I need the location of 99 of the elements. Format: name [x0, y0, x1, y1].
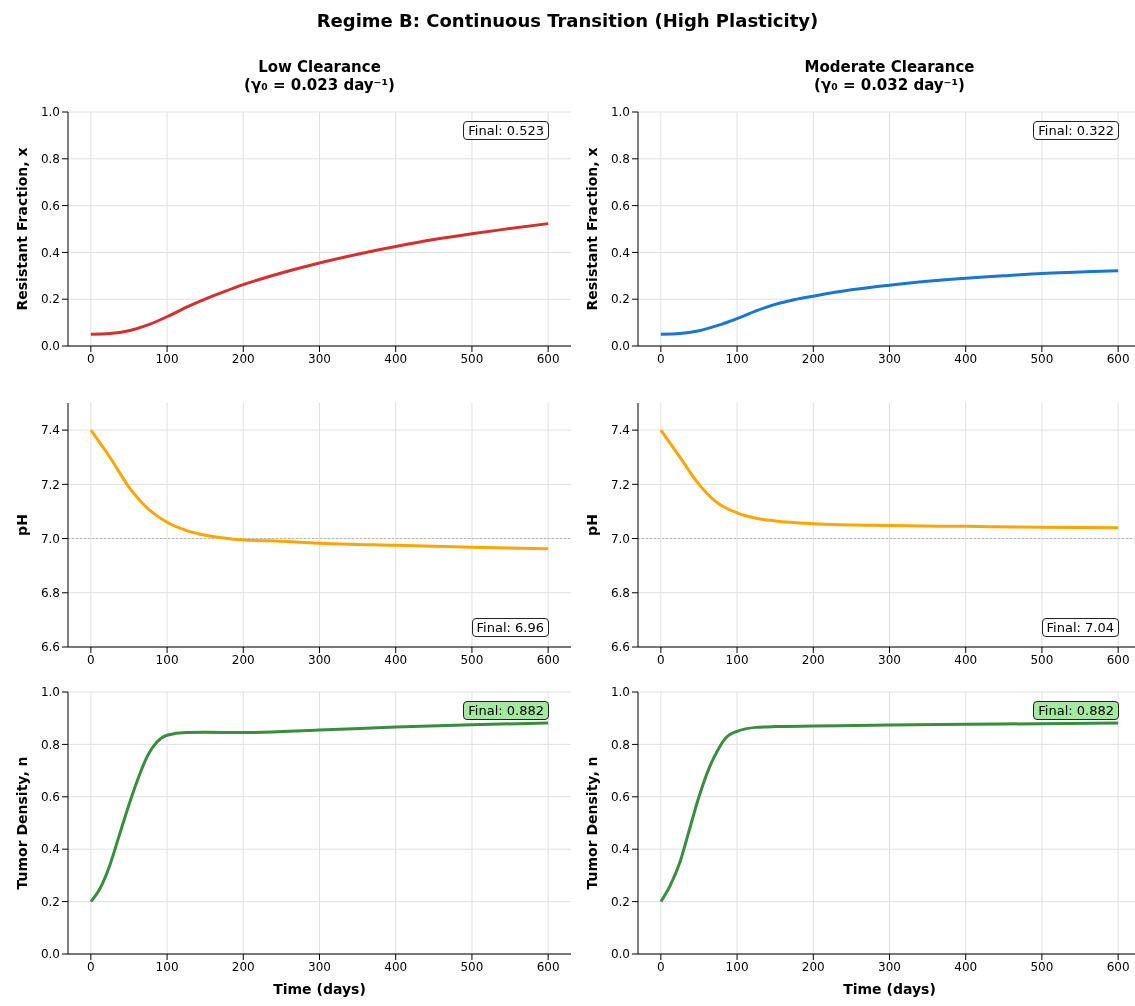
- x-tick-label: 200: [231, 959, 255, 974]
- x-tick-label: 0: [657, 652, 665, 667]
- x-axis-title: Time (days): [843, 981, 936, 997]
- annotation: Final: 0.523: [463, 121, 549, 140]
- y-tick-label: 0.6: [610, 790, 630, 805]
- x-tick-label: 500: [460, 652, 484, 667]
- y-tick-label: 7.0: [610, 531, 630, 546]
- x-tick-label: 100: [155, 351, 179, 366]
- y-tick-label: 1.0: [40, 105, 60, 120]
- y-tick-label: 0.4: [40, 245, 60, 260]
- line-series: [659, 269, 1120, 336]
- x-tick-label: 500: [1030, 652, 1054, 667]
- x-tick-label: 100: [155, 652, 179, 667]
- y-tick-label: 0.6: [610, 198, 630, 213]
- y-tick-label: 7.2: [610, 477, 630, 492]
- y-tick-label: 1.0: [610, 685, 630, 700]
- y-tick-label: 0.8: [610, 737, 630, 752]
- y-tick-label: 7.4: [40, 423, 60, 438]
- x-tick-label: 300: [308, 351, 331, 366]
- y-tick-label: 0.0: [610, 947, 630, 962]
- x-tick-label: 400: [954, 652, 978, 667]
- y-tick-label: 0.2: [40, 292, 60, 307]
- y-axis-title: Resistant Fraction, x: [13, 147, 30, 311]
- y-tick-label: 7.0: [40, 531, 60, 546]
- x-tick-label: 0: [87, 351, 95, 366]
- line-series: [89, 428, 550, 551]
- y-tick-label: 7.2: [40, 477, 60, 492]
- x-tick-label: 100: [155, 959, 179, 974]
- x-tick-label: 200: [231, 351, 255, 366]
- y-tick-label: 0.2: [610, 292, 630, 307]
- y-tick-label: 0.6: [40, 198, 60, 213]
- annotation: Final: 0.882: [1033, 701, 1119, 720]
- x-tick-label: 200: [231, 652, 255, 667]
- x-tick-label: 300: [878, 652, 901, 667]
- x-tick-label: 200: [801, 959, 825, 974]
- y-axis-title: pH: [583, 514, 600, 536]
- x-tick-label: 500: [460, 959, 484, 974]
- y-tick-label: 6.6: [40, 640, 60, 655]
- y-axis-title: Resistant Fraction, x: [583, 147, 600, 311]
- line-series: [659, 721, 1120, 904]
- x-tick-label: 100: [725, 351, 749, 366]
- x-tick-label: 300: [878, 959, 901, 974]
- y-tick-label: 0.2: [610, 894, 630, 909]
- x-tick-label: 400: [954, 351, 978, 366]
- x-tick-label: 0: [657, 959, 665, 974]
- y-tick-label: 6.6: [610, 640, 630, 655]
- x-tick-label: 300: [308, 959, 331, 974]
- x-tick-label: 400: [384, 959, 408, 974]
- x-tick-label: 600: [1106, 351, 1130, 366]
- line-series: [89, 721, 550, 904]
- x-tick-label: 0: [657, 351, 665, 366]
- annotation: Final: 0.882: [463, 701, 549, 720]
- y-tick-label: 0.2: [40, 894, 60, 909]
- x-tick-label: 400: [384, 652, 408, 667]
- y-tick-label: 0.4: [610, 245, 630, 260]
- x-tick-label: 600: [536, 959, 560, 974]
- x-tick-label: 100: [725, 959, 749, 974]
- y-tick-label: 0.8: [40, 152, 60, 167]
- x-tick-label: 600: [536, 652, 560, 667]
- x-tick-label: 0: [87, 652, 95, 667]
- annotation: Final: 6.96: [471, 618, 549, 637]
- x-tick-label: 500: [1030, 351, 1054, 366]
- x-tick-label: 200: [801, 652, 825, 667]
- line-series: [659, 428, 1120, 530]
- x-tick-label: 300: [878, 351, 901, 366]
- y-tick-label: 0.0: [40, 339, 60, 354]
- y-tick-label: 0.6: [40, 790, 60, 805]
- x-axis-title: Time (days): [273, 981, 366, 997]
- x-tick-label: 600: [536, 351, 560, 366]
- x-tick-label: 500: [460, 351, 484, 366]
- y-tick-label: 0.0: [40, 947, 60, 962]
- y-tick-label: 1.0: [610, 105, 630, 120]
- x-tick-label: 400: [384, 351, 408, 366]
- x-tick-label: 600: [1106, 652, 1130, 667]
- y-tick-label: 0.0: [610, 339, 630, 354]
- y-tick-label: 6.8: [40, 586, 60, 601]
- x-tick-label: 600: [1106, 959, 1130, 974]
- y-tick-label: 1.0: [40, 685, 60, 700]
- line-series: [89, 222, 550, 336]
- y-axis-title: Tumor Density, n: [13, 756, 30, 890]
- x-tick-label: 300: [308, 652, 331, 667]
- y-tick-label: 0.8: [40, 737, 60, 752]
- y-axis-title: Tumor Density, n: [583, 756, 600, 890]
- y-tick-label: 6.8: [610, 586, 630, 601]
- y-tick-label: 0.4: [40, 842, 60, 857]
- x-tick-label: 0: [87, 959, 95, 974]
- y-tick-label: 7.4: [610, 423, 630, 438]
- y-tick-label: 0.8: [610, 152, 630, 167]
- x-tick-label: 500: [1030, 959, 1054, 974]
- x-tick-label: 100: [725, 652, 749, 667]
- y-tick-label: 0.4: [610, 842, 630, 857]
- chart-title: Moderate Clearance (γ₀ = 0.032 day⁻¹): [803, 58, 976, 94]
- annotation: Final: 0.322: [1033, 121, 1119, 140]
- x-tick-label: 400: [954, 959, 978, 974]
- chart-title: Low Clearance (γ₀ = 0.023 day⁻¹): [243, 58, 396, 94]
- y-axis-title: pH: [13, 514, 30, 536]
- text: Regime B: Continuous Transition (High Plasticity): [315, 10, 820, 31]
- annotation: Final: 7.04: [1041, 618, 1119, 637]
- x-tick-label: 200: [801, 351, 825, 366]
